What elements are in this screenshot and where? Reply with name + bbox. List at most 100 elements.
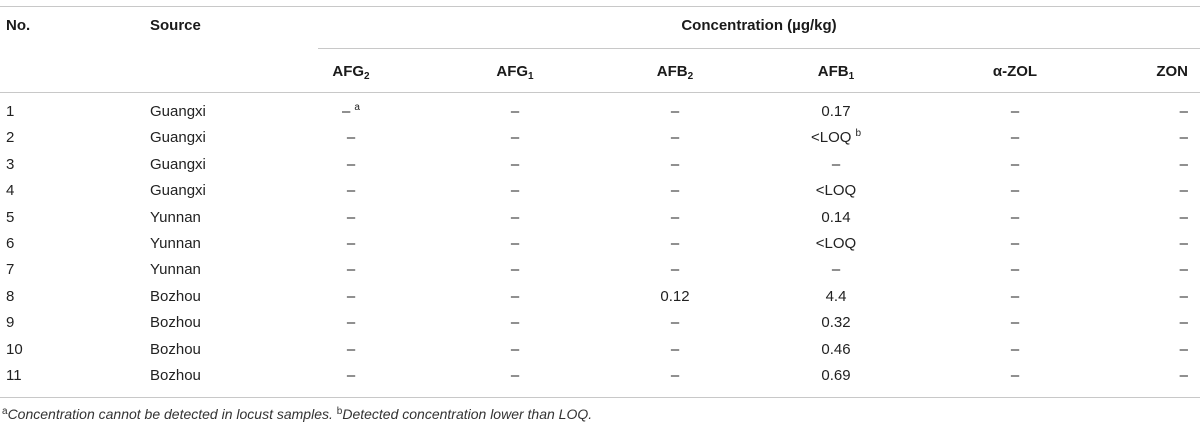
value-cell: –: [1180, 367, 1188, 385]
row-number: 5: [6, 209, 15, 226]
value-text: –: [1010, 314, 1020, 331]
value-cell: –: [1011, 129, 1019, 147]
row-number: 7: [6, 261, 15, 278]
value-text: –: [1179, 182, 1188, 199]
value-cell: –: [1011, 288, 1019, 306]
value-cell: <LOQ b: [811, 129, 861, 147]
value-cell: –: [1011, 341, 1019, 359]
value-cell: –: [671, 156, 679, 174]
value-text: 4.4: [825, 288, 847, 305]
header-bottom-rule: [0, 92, 1200, 93]
value-cell: –: [1011, 261, 1019, 279]
footnote-a-mark: a: [2, 406, 8, 417]
row-source: Guangxi: [150, 156, 206, 173]
value-text: –: [1010, 129, 1020, 146]
value-text: –: [346, 235, 356, 252]
value-text: –: [1179, 314, 1188, 331]
value-cell: –: [511, 129, 519, 147]
row-source: Bozhou: [150, 341, 201, 358]
row-source: Yunnan: [150, 261, 201, 278]
value-text: –: [510, 103, 520, 120]
value-cell: –: [347, 156, 355, 174]
row-number: 11: [6, 367, 22, 384]
value-cell: –: [511, 182, 519, 200]
value-text: –: [346, 156, 356, 173]
value-cell: –: [832, 156, 840, 174]
value-cell: 4.4: [826, 288, 847, 306]
value-text: –: [510, 367, 520, 384]
column-header-5: α-ZOL: [993, 63, 1037, 81]
value-text: –: [1179, 156, 1188, 173]
value-text: 0.69: [821, 367, 851, 384]
value-text: –: [1179, 367, 1188, 384]
row-number: 10: [6, 341, 23, 358]
value-cell: –: [1011, 235, 1019, 253]
column-header-name: α-ZOL: [992, 63, 1038, 80]
value-cell: –: [1180, 156, 1188, 174]
table-footnotes: aConcentration cannot be detected in loc…: [2, 405, 592, 423]
value-cell: –: [671, 341, 679, 359]
value-text: –: [1010, 182, 1020, 199]
value-cell: –: [1180, 288, 1188, 306]
concentration-rule: [318, 48, 1200, 49]
value-cell: 0.46: [821, 341, 850, 359]
value-cell: 0.32: [821, 314, 850, 332]
value-cell: –: [1180, 235, 1188, 253]
row-number: 2: [6, 129, 15, 146]
value-cell: –: [511, 341, 519, 359]
value-cell: –: [511, 209, 519, 227]
value-cell: –: [511, 156, 519, 174]
value-cell: –: [671, 261, 679, 279]
value-cell: –: [347, 341, 355, 359]
value-text: –: [670, 156, 680, 173]
value-text: –: [670, 341, 680, 358]
column-header-6: ZON: [1156, 63, 1188, 81]
value-text: 0.32: [821, 314, 851, 331]
row-source: Yunnan: [150, 235, 201, 252]
footnote-mark: a: [354, 102, 360, 113]
value-cell: –: [1180, 103, 1188, 121]
value-cell: –: [347, 182, 355, 200]
value-text: –: [670, 235, 680, 252]
column-header-2: AFG1: [496, 63, 533, 82]
value-cell: –: [671, 235, 679, 253]
value-cell: <LOQ: [816, 182, 856, 200]
value-text: –: [346, 314, 356, 331]
value-cell: –: [1011, 156, 1019, 174]
value-text: <LOQ: [815, 182, 857, 199]
value-cell: –: [1180, 209, 1188, 227]
value-cell: –: [1180, 182, 1188, 200]
value-text: –: [346, 367, 356, 384]
value-cell: –: [347, 367, 355, 385]
value-text: –: [1010, 261, 1020, 278]
value-text: –: [1010, 209, 1020, 226]
value-cell: –: [511, 261, 519, 279]
value-cell: –: [511, 367, 519, 385]
value-text: –: [670, 314, 680, 331]
row-source: Bozhou: [150, 314, 201, 331]
column-header-name: ZON: [1156, 63, 1188, 80]
value-text: –: [510, 129, 520, 146]
value-cell: 0.14: [821, 209, 850, 227]
row-number: 6: [6, 235, 15, 252]
value-text: –: [1179, 235, 1188, 252]
value-text: –: [670, 367, 680, 384]
column-header-1: AFG2: [332, 63, 369, 82]
value-cell: –: [511, 314, 519, 332]
column-header-3: AFB2: [656, 63, 693, 82]
value-text: –: [831, 261, 841, 278]
row-source: Guangxi: [150, 182, 206, 199]
value-cell: 0.17: [821, 103, 850, 121]
value-text: –: [346, 182, 356, 199]
value-text: –: [346, 261, 356, 278]
value-cell: –: [1011, 209, 1019, 227]
value-text: –: [1010, 367, 1020, 384]
row-source: Bozhou: [150, 288, 201, 305]
row-source: Yunnan: [150, 209, 201, 226]
value-text: –: [1010, 341, 1020, 358]
table-top-rule: [0, 6, 1200, 7]
table-bottom-rule: [0, 397, 1200, 398]
column-header-name: AFB: [656, 63, 688, 80]
value-text: –: [1179, 129, 1188, 146]
